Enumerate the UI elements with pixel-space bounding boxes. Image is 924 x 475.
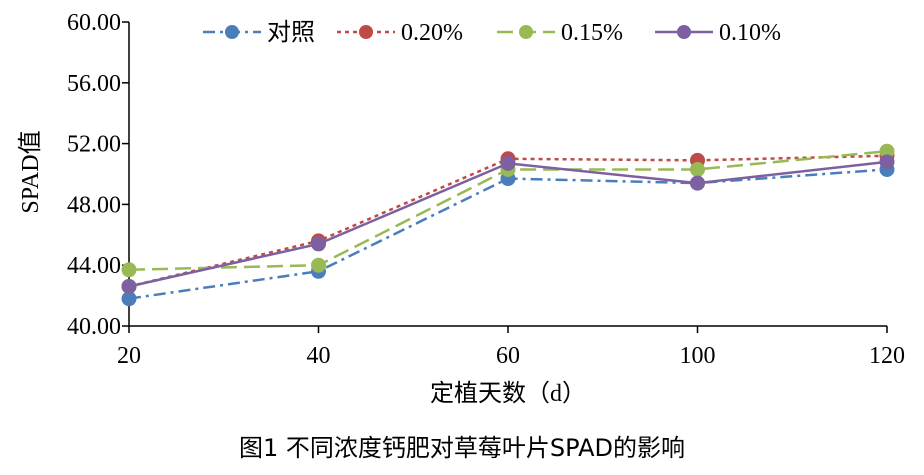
series-layer	[121, 143, 895, 307]
data-point	[121, 262, 137, 278]
figure-caption: 图1 不同浓度钙肥对草莓叶片SPAD的影响	[239, 434, 685, 462]
x-axis: 20 40 60 100 120	[117, 325, 905, 369]
legend-item: 0.10%	[655, 20, 781, 46]
x-tick-label: 100	[680, 343, 716, 369]
data-point	[311, 257, 326, 273]
y-axis: 40.00 44.00 48.00 52.00 56.00 60.00	[67, 10, 130, 340]
legend-marker	[677, 25, 691, 39]
legend-label: 0.10%	[719, 20, 781, 46]
y-tick-label: 52.00	[67, 132, 121, 158]
legend-label: 0.20%	[401, 20, 463, 46]
x-tick-label: 20	[117, 343, 141, 369]
legend-label: 0.15%	[561, 20, 623, 46]
data-point	[121, 278, 137, 294]
data-point	[690, 175, 705, 191]
series-0	[121, 161, 895, 307]
x-axis-label: 定植天数（d）	[430, 380, 586, 407]
y-axis-label: SPAD值	[17, 130, 44, 213]
legend: 对照 0.20% 0.15% 0.10%	[203, 19, 781, 46]
legend-marker	[359, 25, 373, 39]
y-tick-label: 60.00	[67, 10, 121, 36]
series-3	[121, 154, 895, 294]
data-point	[690, 161, 705, 177]
data-point	[311, 236, 326, 252]
y-tick-label: 44.00	[67, 253, 121, 279]
legend-marker	[519, 25, 533, 39]
data-point	[879, 154, 895, 170]
legend-label: 对照	[267, 19, 315, 46]
y-tick-label: 48.00	[67, 192, 121, 218]
legend-marker	[225, 25, 239, 39]
legend-item: 0.20%	[337, 20, 463, 46]
y-tick-label: 40.00	[67, 314, 121, 340]
legend-item: 对照	[203, 19, 315, 46]
series-line	[128, 168, 888, 300]
x-tick-label: 40	[307, 343, 331, 369]
data-point	[500, 155, 516, 171]
x-tick-label: 120	[869, 343, 905, 369]
x-tick-label: 60	[496, 343, 520, 369]
line-chart: 对照 0.20% 0.15% 0.10% 40.00 44.00 48.00 52.00 56…	[17, 10, 905, 407]
legend-item: 0.15%	[497, 20, 623, 46]
y-tick-label: 56.00	[67, 71, 121, 97]
